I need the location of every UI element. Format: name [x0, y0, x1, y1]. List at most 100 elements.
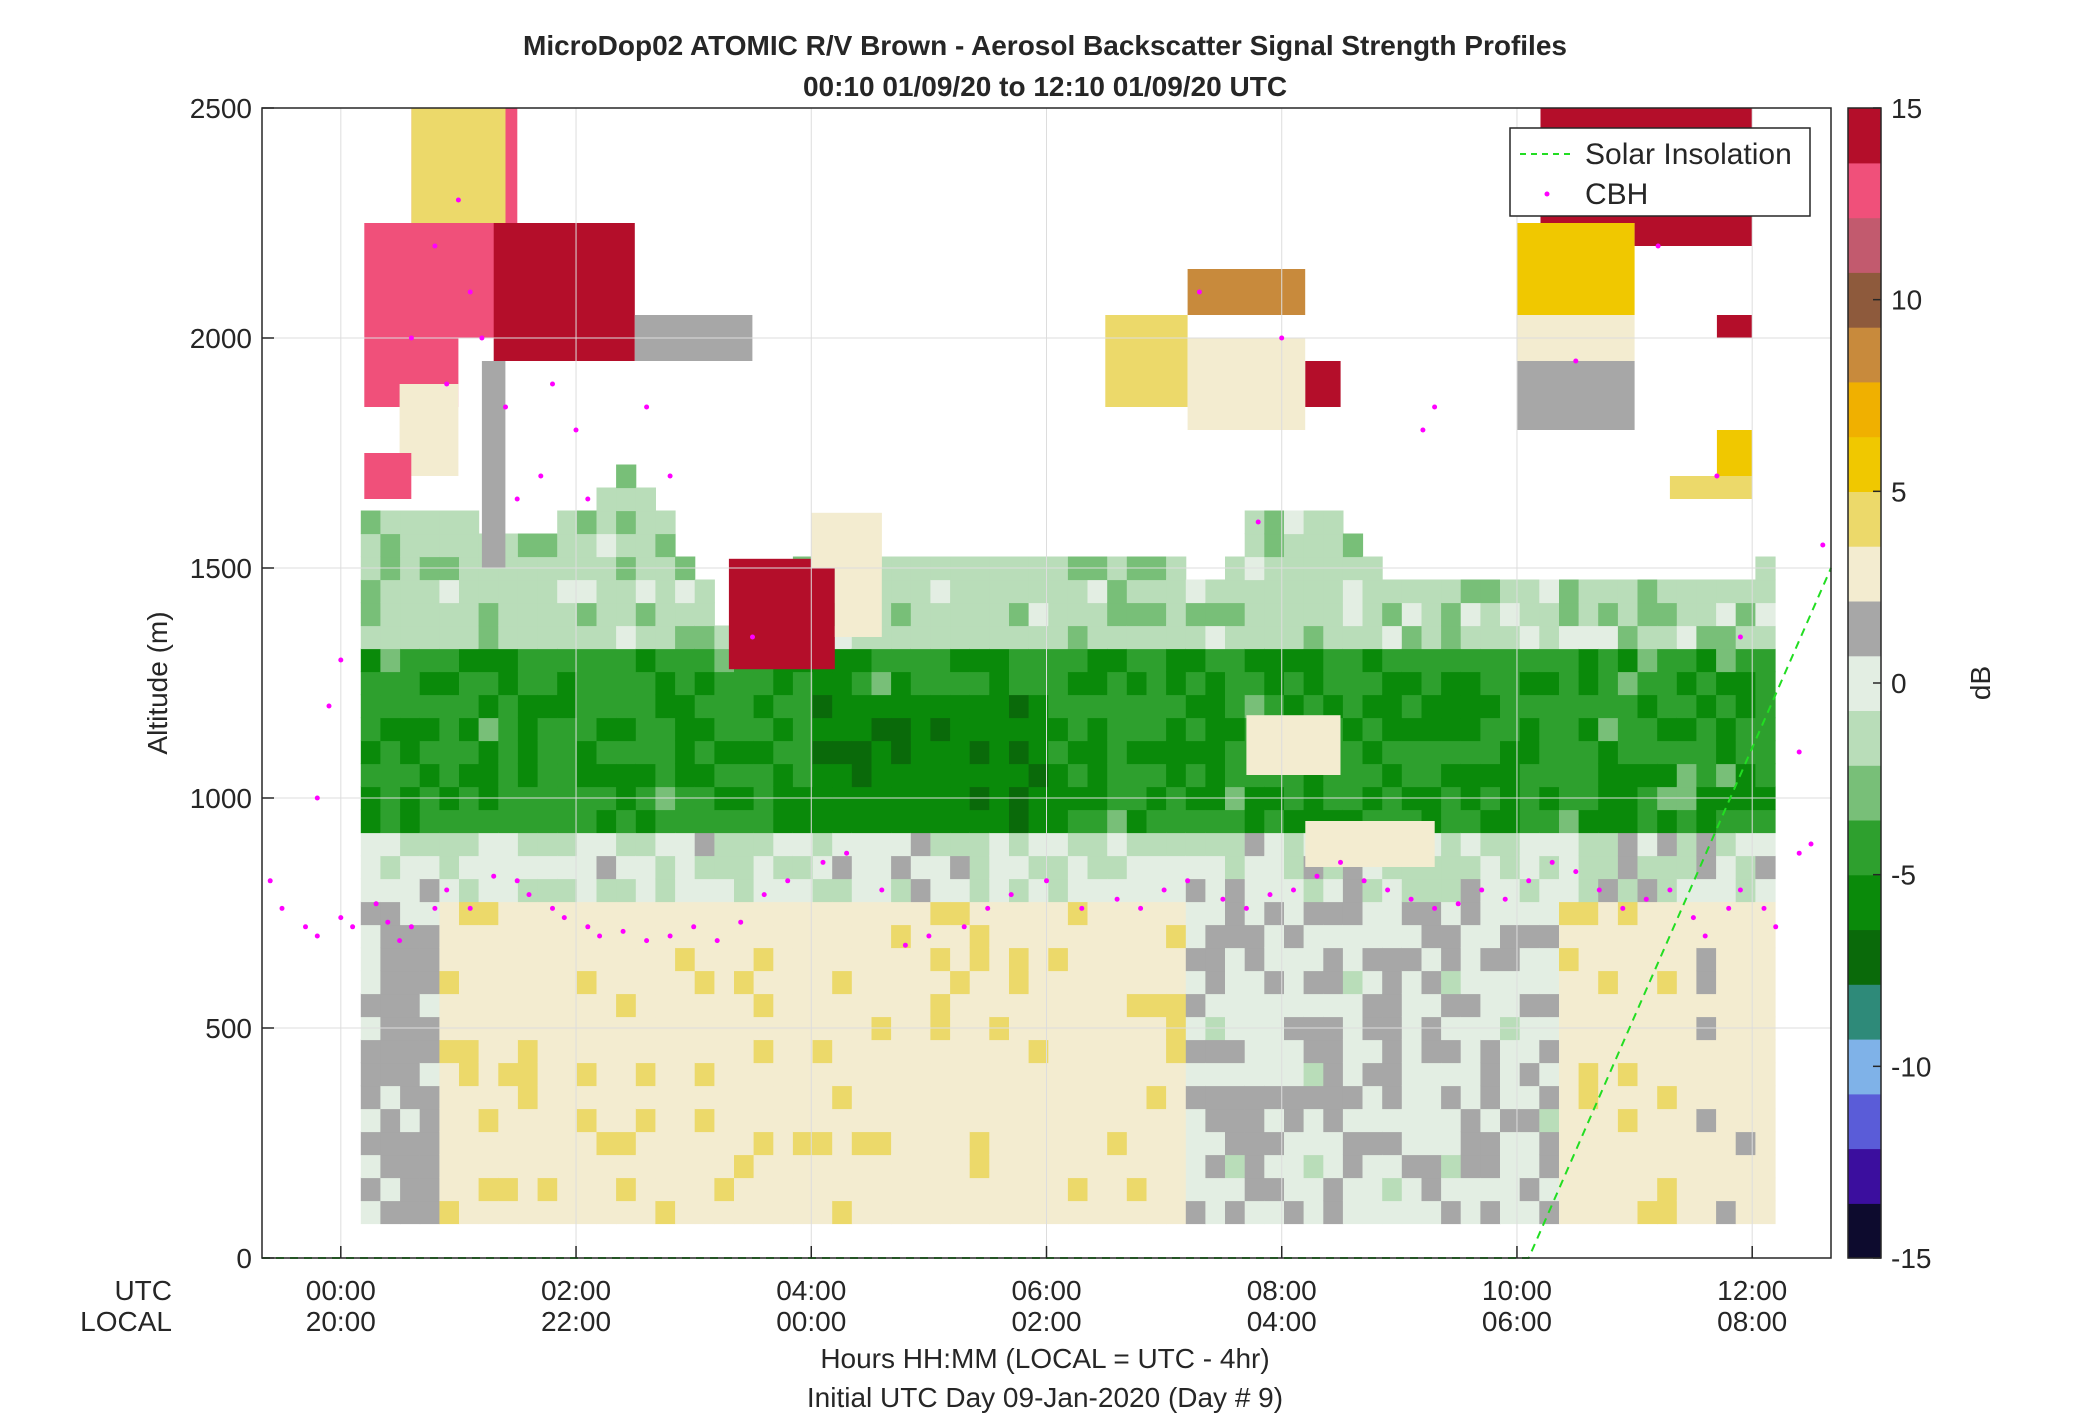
heatmap-cell	[1244, 947, 1265, 972]
chart-subtitle: 00:10 01/09/20 to 12:10 01/09/20 UTC	[803, 71, 1287, 102]
heatmap-cell	[989, 1108, 1010, 1133]
heatmap-cell	[596, 510, 617, 535]
heatmap-cell	[459, 579, 480, 604]
heatmap-cell	[557, 947, 578, 972]
heatmap-cell	[891, 809, 912, 834]
heatmap-cell	[596, 740, 617, 765]
heatmap-cell	[1441, 855, 1462, 880]
heatmap-cell	[1225, 970, 1246, 995]
heatmap-cell	[1519, 924, 1540, 949]
heatmap-cell	[1460, 717, 1481, 742]
heatmap-cell	[1146, 924, 1167, 949]
heatmap-cell	[1637, 740, 1658, 765]
heatmap-cell	[1146, 602, 1167, 627]
heatmap-cell	[537, 763, 558, 788]
heatmap-cell	[1657, 832, 1678, 857]
x-axis-label: Hours HH:MM (LOCAL = UTC - 4hr)	[820, 1343, 1269, 1374]
heatmap-cell	[1500, 924, 1521, 949]
heatmap-cell	[773, 1039, 794, 1064]
heatmap-cell	[1598, 1085, 1619, 1110]
heatmap-cell	[950, 855, 971, 880]
heatmap-cell	[1519, 1039, 1540, 1064]
heatmap-cell	[832, 901, 853, 926]
heatmap-cell	[1146, 1177, 1167, 1202]
heatmap-cell	[576, 1177, 598, 1202]
heatmap-cell	[616, 924, 637, 949]
heatmap-cell	[1087, 1108, 1108, 1133]
heatmap-cell	[1598, 579, 1619, 604]
heatmap-cell	[989, 671, 1010, 696]
heatmap-cell	[694, 855, 715, 880]
heatmap-cell	[1067, 717, 1089, 742]
heatmap-cell	[753, 901, 774, 926]
heatmap-cell	[1657, 1131, 1678, 1156]
heatmap-cell	[478, 1154, 499, 1179]
cbh-point	[1726, 905, 1732, 911]
heatmap-cell	[616, 464, 637, 489]
heatmap-cell	[891, 832, 912, 857]
heatmap-cell	[694, 993, 715, 1018]
heatmap-cell	[930, 671, 951, 696]
heatmap-cell	[1401, 625, 1422, 650]
heatmap-cell	[1126, 694, 1147, 719]
heatmap-cell	[675, 648, 696, 673]
heatmap-cell	[498, 1062, 519, 1087]
heatmap-cell	[1519, 1177, 1540, 1202]
cbh-point	[514, 496, 520, 502]
heatmap-cell	[1284, 602, 1305, 627]
cbh-point	[1502, 896, 1508, 902]
heatmap-cell	[910, 1131, 931, 1156]
heatmap-cell	[891, 1108, 912, 1133]
heatmap-cell	[517, 1177, 539, 1202]
cbh-point	[961, 924, 967, 930]
heatmap-cell	[1264, 809, 1285, 834]
heatmap-cell	[1559, 579, 1580, 604]
heatmap-cell	[517, 1085, 539, 1110]
heatmap-cell	[1284, 970, 1305, 995]
heatmap-cell	[616, 533, 637, 558]
heatmap-cell	[635, 602, 656, 627]
colorbar-label: dB	[1965, 666, 1996, 700]
heatmap-cell	[596, 1039, 617, 1064]
cbh-point	[503, 404, 508, 410]
heatmap-cell	[1107, 809, 1128, 834]
heatmap-cell	[1303, 993, 1324, 1018]
heatmap-cell	[969, 1085, 990, 1110]
heatmap-cell	[478, 809, 499, 834]
heatmap-cell	[1735, 1085, 1756, 1110]
heatmap-cell	[517, 924, 539, 949]
heatmap-cell	[1441, 947, 1462, 972]
heatmap-cell	[360, 671, 381, 696]
heatmap-cell	[1480, 1062, 1501, 1087]
heatmap-cell	[1225, 625, 1246, 650]
heatmap-cell	[1716, 1177, 1737, 1202]
heatmap-cell	[1716, 625, 1737, 650]
heatmap-cell	[1500, 1200, 1521, 1225]
heatmap-cell	[1578, 855, 1599, 880]
heatmap-cell	[400, 1085, 421, 1110]
heatmap-cell	[400, 717, 421, 742]
cbh-point	[1114, 896, 1120, 902]
heatmap-cell	[1460, 947, 1481, 972]
heatmap-cell	[1480, 1108, 1501, 1133]
heatmap-cell	[832, 832, 853, 857]
heatmap-cell	[1205, 901, 1226, 926]
heatmap-cell	[635, 763, 656, 788]
heatmap-cell	[655, 602, 676, 627]
heatmap-cell	[1500, 878, 1521, 903]
heatmap-cell	[969, 832, 990, 857]
heatmap-cell	[675, 901, 696, 926]
heatmap-cell	[1441, 763, 1462, 788]
cbh-point	[432, 905, 438, 911]
heatmap-cell	[1735, 855, 1756, 880]
heatmap-cell	[400, 602, 421, 627]
heatmap-cell	[498, 924, 519, 949]
heatmap-cell	[1696, 763, 1717, 788]
heatmap-cell	[1421, 1062, 1442, 1087]
heatmap-cell	[478, 878, 499, 903]
heatmap-cell	[1284, 648, 1305, 673]
heatmap-cell	[1323, 1108, 1344, 1133]
heatmap-cell	[596, 487, 617, 512]
heatmap-cell	[1617, 1108, 1639, 1133]
heatmap-cell	[400, 924, 421, 949]
